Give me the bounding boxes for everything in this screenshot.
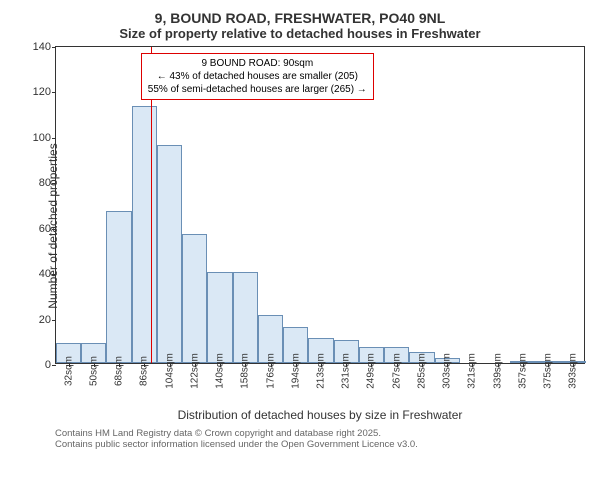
x-tick-label: 194sqm: [290, 353, 301, 389]
x-tick-mark: [170, 363, 171, 367]
histogram-bar: [157, 145, 182, 363]
histogram-bar: [182, 234, 207, 363]
x-tick-mark: [69, 363, 70, 367]
x-tick-label: 32sqm: [63, 356, 74, 386]
x-tick-label: 176sqm: [265, 353, 276, 389]
x-tick-label: 249sqm: [366, 353, 377, 389]
x-tick-mark: [573, 363, 574, 367]
x-tick-mark: [523, 363, 524, 367]
x-tick-mark: [498, 363, 499, 367]
x-tick-mark: [220, 363, 221, 367]
attribution: Contains HM Land Registry data © Crown c…: [55, 428, 590, 450]
histogram-bar: [207, 272, 232, 363]
x-tick-label: 213sqm: [316, 353, 327, 389]
chart-title-main: 9, BOUND ROAD, FRESHWATER, PO40 9NL: [10, 10, 590, 26]
x-tick-mark: [346, 363, 347, 367]
x-tick-mark: [472, 363, 473, 367]
x-tick-mark: [144, 363, 145, 367]
x-tick-mark: [422, 363, 423, 367]
histogram-bar: [106, 211, 131, 363]
x-tick-label: 321sqm: [467, 353, 478, 389]
chart-container: 9, BOUND ROAD, FRESHWATER, PO40 9NL Size…: [10, 10, 590, 490]
x-tick-label: 86sqm: [139, 356, 150, 386]
x-tick-mark: [245, 363, 246, 367]
x-tick-mark: [195, 363, 196, 367]
x-tick-mark: [548, 363, 549, 367]
attribution-line1: Contains HM Land Registry data © Crown c…: [55, 428, 590, 439]
x-tick-mark: [371, 363, 372, 367]
annotation-line2: ← 43% of detached houses are smaller (20…: [148, 70, 367, 83]
y-tick-mark: [52, 274, 56, 275]
x-tick-mark: [271, 363, 272, 367]
x-tick-label: 339sqm: [492, 353, 503, 389]
attribution-line2: Contains public sector information licen…: [55, 439, 590, 450]
x-tick-mark: [447, 363, 448, 367]
x-axis-label: Distribution of detached houses by size …: [55, 408, 585, 422]
x-tick-mark: [296, 363, 297, 367]
y-tick-mark: [52, 229, 56, 230]
x-tick-label: 393sqm: [568, 353, 579, 389]
y-tick-mark: [52, 138, 56, 139]
plot-inner: 02040608010012014032sqm50sqm68sqm86sqm10…: [55, 46, 585, 364]
x-tick-label: 357sqm: [517, 353, 528, 389]
annotation-line1: 9 BOUND ROAD: 90sqm: [148, 57, 367, 70]
x-tick-label: 104sqm: [164, 353, 175, 389]
y-tick-mark: [52, 365, 56, 366]
y-tick-mark: [52, 183, 56, 184]
x-tick-label: 285sqm: [416, 353, 427, 389]
x-tick-mark: [397, 363, 398, 367]
x-tick-label: 267sqm: [391, 353, 402, 389]
histogram-bar: [132, 106, 157, 363]
x-tick-label: 231sqm: [341, 353, 352, 389]
x-tick-mark: [321, 363, 322, 367]
y-tick-mark: [52, 92, 56, 93]
x-tick-label: 375sqm: [543, 353, 554, 389]
x-tick-label: 140sqm: [215, 353, 226, 389]
x-tick-label: 303sqm: [442, 353, 453, 389]
x-tick-label: 68sqm: [114, 356, 125, 386]
x-tick-mark: [119, 363, 120, 367]
x-tick-label: 122sqm: [189, 353, 200, 389]
annotation-line3: 55% of semi-detached houses are larger (…: [148, 83, 367, 96]
y-tick-mark: [52, 47, 56, 48]
y-tick-mark: [52, 320, 56, 321]
x-tick-label: 50sqm: [88, 356, 99, 386]
histogram-bar: [233, 272, 258, 363]
plot-area: Number of detached properties 0204060801…: [55, 46, 585, 406]
chart-title-sub: Size of property relative to detached ho…: [10, 26, 590, 41]
x-tick-label: 158sqm: [240, 353, 251, 389]
x-tick-mark: [94, 363, 95, 367]
annotation-box: 9 BOUND ROAD: 90sqm← 43% of detached hou…: [141, 53, 374, 100]
